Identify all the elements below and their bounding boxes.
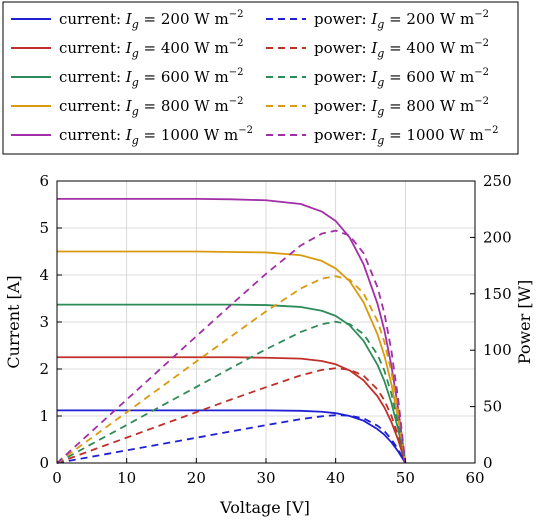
y2-tick-label: 200 <box>483 228 512 246</box>
legend-entry-power-200: power: Ig = 200 W m−2 <box>266 9 489 31</box>
x-tick-label: 60 <box>465 469 484 487</box>
x-tick-label: 0 <box>52 469 62 487</box>
current-series-line-3 <box>57 250 407 464</box>
legend-entry-current-1000: current: Ig = 1000 W m−2 <box>11 125 253 147</box>
y-tick-label: 0 <box>39 454 49 472</box>
power-series-line-8 <box>56 275 407 464</box>
x-axis-label: Voltage [V] <box>219 498 310 517</box>
power-series-line-9 <box>56 229 407 464</box>
x-tick-label: 50 <box>396 469 415 487</box>
grid <box>56 180 476 464</box>
legend-label: current: Ig = 400 W m−2 <box>59 38 243 60</box>
y2-tick-label: 50 <box>483 398 502 416</box>
legend: current: Ig = 200 W m−2 power: Ig = 200 W… <box>2 1 519 155</box>
y2-tick-label: 0 <box>483 454 493 472</box>
x-tick-label: 20 <box>187 469 206 487</box>
legend-entry-power-800: power: Ig = 800 W m−2 <box>266 96 489 118</box>
y2-tick-label: 150 <box>483 285 512 303</box>
y-tick-label: 2 <box>39 360 49 378</box>
y2-tick-label: 250 <box>483 172 512 190</box>
legend-entry-power-1000: power: Ig = 1000 W m−2 <box>266 125 499 147</box>
legend-entry-current-200: current: Ig = 200 W m−2 <box>11 9 243 31</box>
y2-tick-label: 100 <box>483 341 512 359</box>
y-tick-label: 3 <box>39 313 49 331</box>
current-series-line-1 <box>57 356 407 464</box>
x-tick-label: 30 <box>256 469 275 487</box>
legend-entry-power-600: power: Ig = 600 W m−2 <box>266 67 489 89</box>
y2-axis-label: Power [W] <box>515 280 534 365</box>
x-tick-label: 40 <box>326 469 345 487</box>
legend-entry-current-800: current: Ig = 800 W m−2 <box>11 96 243 118</box>
legend-entry-power-400: power: Ig = 400 W m−2 <box>266 38 489 60</box>
legend-label: current: Ig = 1000 W m−2 <box>59 125 253 147</box>
y-axis-label: Current [A] <box>4 275 23 368</box>
y-tick-label: 5 <box>39 219 49 237</box>
legend-label: power: Ig = 800 W m−2 <box>314 96 489 118</box>
legend-label: power: Ig = 400 W m−2 <box>314 38 489 60</box>
power-series-line-5 <box>56 414 407 464</box>
legend-entry-current-600: current: Ig = 600 W m−2 <box>11 67 243 89</box>
series-lines <box>56 197 407 464</box>
legend-box <box>2 1 519 155</box>
x-tick-label: 10 <box>117 469 136 487</box>
legend-entry-current-400: current: Ig = 400 W m−2 <box>11 38 243 60</box>
y-tick-label: 6 <box>39 172 49 190</box>
legend-label: power: Ig = 200 W m−2 <box>314 9 489 31</box>
y-tick-label: 1 <box>39 407 49 425</box>
current-series-line-2 <box>57 303 407 464</box>
legend-label: current: Ig = 800 W m−2 <box>59 96 243 118</box>
y-tick-label: 4 <box>39 266 49 284</box>
current-series-line-4 <box>57 197 407 464</box>
legend-label: power: Ig = 1000 W m−2 <box>314 125 499 147</box>
legend-label: current: Ig = 600 W m−2 <box>59 67 243 89</box>
legend-label: current: Ig = 200 W m−2 <box>59 9 243 31</box>
current-series-line-0 <box>57 409 407 464</box>
legend-label: power: Ig = 600 W m−2 <box>314 67 489 89</box>
power-series-line-6 <box>56 367 407 464</box>
power-series-line-7 <box>56 320 407 464</box>
